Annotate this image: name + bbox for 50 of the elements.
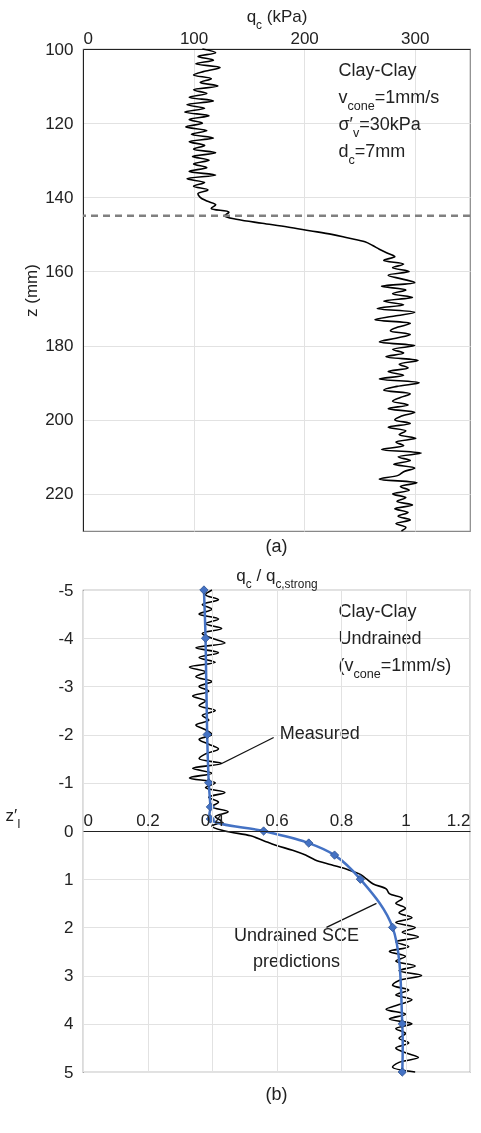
- x-tick-label: 0: [83, 810, 93, 830]
- y-tick-label: -3: [58, 676, 74, 696]
- x-tick-label: 0.6: [265, 810, 289, 830]
- point: [204, 778, 214, 788]
- x-tick-label: 1: [401, 810, 411, 830]
- annotation: d$_{c}$=7mm: [338, 141, 406, 167]
- point: [397, 1067, 407, 1077]
- y-axis-title: z (mm): [22, 264, 42, 317]
- text: (b): [265, 1084, 288, 1104]
- annotation: Undrained: [338, 628, 422, 648]
- y-tick-label: -5: [58, 580, 74, 600]
- x-tick-label: 100: [179, 28, 209, 48]
- x-tick-label: 1.2: [446, 810, 471, 830]
- y-tick-label: -4: [58, 628, 74, 648]
- y-tick-label: 120: [45, 113, 74, 133]
- annotation: Undrained SCE predictions: [233, 925, 360, 972]
- point: [397, 1019, 407, 1029]
- annotation: σ′$_{v}$=30kPa: [338, 114, 422, 140]
- y-tick-label: 1: [64, 869, 74, 889]
- y-tick-label: 4: [64, 1014, 74, 1034]
- point: [304, 838, 314, 848]
- x-axis-title: q$_{c}$ / q$_{c,strong}$: [236, 565, 318, 591]
- y-tick-label: 200: [45, 410, 74, 430]
- point: [388, 922, 398, 932]
- annotation: Clay-Clay: [338, 60, 417, 80]
- annotation: Clay-Clay: [338, 601, 417, 621]
- point: [202, 730, 212, 740]
- y-tick-label: -1: [58, 773, 74, 793]
- point: [200, 633, 211, 643]
- x-tick-label: 0: [83, 28, 93, 48]
- x-tick-label: 0.8: [329, 810, 354, 830]
- text: (a): [265, 535, 288, 556]
- x-tick-label: 0.2: [136, 810, 160, 830]
- point: [329, 850, 340, 860]
- point: [355, 874, 365, 884]
- annotation: v$_{cone}$=1mm/s: [338, 87, 440, 113]
- x-tick-label: 300: [401, 28, 430, 48]
- y-tick-label: 2: [64, 917, 74, 937]
- y-tick-label: 5: [64, 1062, 74, 1082]
- y-tick-label: 3: [64, 966, 74, 986]
- y-tick-label: 220: [45, 484, 74, 504]
- y-axis-title: z′$_{I}$: [5, 805, 21, 831]
- annotation: Measured: [279, 722, 360, 743]
- y-tick-label: 180: [45, 336, 74, 356]
- point: [199, 585, 209, 595]
- y-tick-label: -2: [58, 725, 74, 745]
- y-tick-label: 140: [45, 187, 74, 207]
- point: [259, 826, 269, 836]
- y-tick-label: 160: [45, 261, 74, 281]
- point: [205, 802, 215, 812]
